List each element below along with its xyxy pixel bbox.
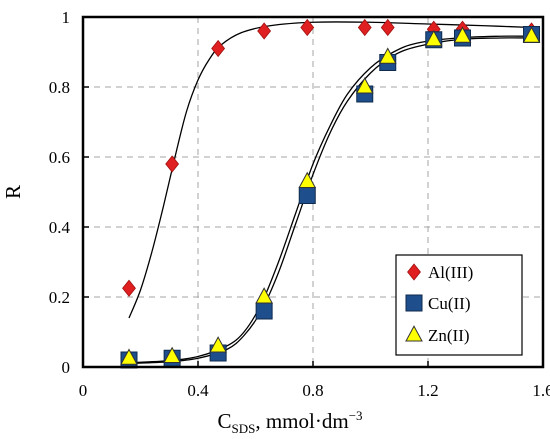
y-tick-label: 0.6: [49, 148, 70, 167]
data-point: [357, 18, 372, 37]
y-tick-label: 0.2: [49, 288, 70, 307]
data-point: [255, 287, 273, 304]
data-point: [209, 336, 227, 353]
data-point: [165, 155, 180, 173]
x-tick-label: 0.8: [302, 381, 323, 400]
y-tick-label: 1: [62, 8, 71, 27]
data-point: [298, 171, 317, 188]
x-tick-labels: 0 0.4 0.8 1.2 1.6: [79, 381, 550, 400]
legend-item: Al(III): [407, 263, 473, 282]
legend-item: Cu(II): [405, 294, 470, 313]
y-tick-label: 0: [62, 358, 71, 377]
data-point: [424, 29, 443, 47]
series-triangle: [120, 26, 541, 365]
data-point: [255, 302, 273, 320]
legend-item: Zn(II): [405, 325, 470, 345]
axis-ticks: [82, 16, 544, 368]
data-point: [355, 77, 374, 94]
legend-label: Zn(II): [428, 326, 470, 345]
legend-label: Cu(II): [428, 294, 470, 313]
data-point: [298, 187, 316, 204]
data-point: [211, 39, 226, 58]
data-point: [378, 47, 397, 64]
data-point: [522, 26, 541, 43]
x-axis-label: CSDS, mmol·dm−3: [217, 408, 362, 436]
data-point: [300, 18, 315, 37]
legend: Al(III) Cu(II) Zn(II): [395, 254, 523, 356]
legend-marker: [407, 263, 421, 281]
y-axis-label: R: [1, 185, 25, 199]
data-point: [453, 26, 472, 43]
data-point: [122, 279, 136, 297]
legend-marker: [405, 294, 423, 312]
x-axis-label-main: C: [217, 409, 231, 433]
x-axis-label-rest: , mmol·dm: [255, 409, 348, 433]
x-tick-label: 1.2: [417, 381, 438, 400]
y-tick-label: 0.8: [49, 78, 70, 97]
x-axis-label-subscript: SDS: [231, 421, 255, 436]
x-tick-label: 0.4: [187, 381, 209, 400]
data-point: [120, 348, 138, 365]
data-point: [380, 18, 395, 37]
legend-marker: [405, 325, 423, 342]
data-point: [257, 22, 272, 40]
x-tick-label: 1.6: [532, 381, 550, 400]
x-tick-label: 0: [79, 381, 88, 400]
y-tick-labels: 0 0.2 0.4 0.6 0.8 1: [49, 8, 71, 377]
y-tick-label: 0.4: [49, 218, 71, 237]
legend-label: Al(III): [428, 263, 473, 282]
x-axis-label-superscript: −3: [349, 408, 363, 423]
data-point: [163, 346, 181, 363]
data-points: [120, 18, 541, 369]
